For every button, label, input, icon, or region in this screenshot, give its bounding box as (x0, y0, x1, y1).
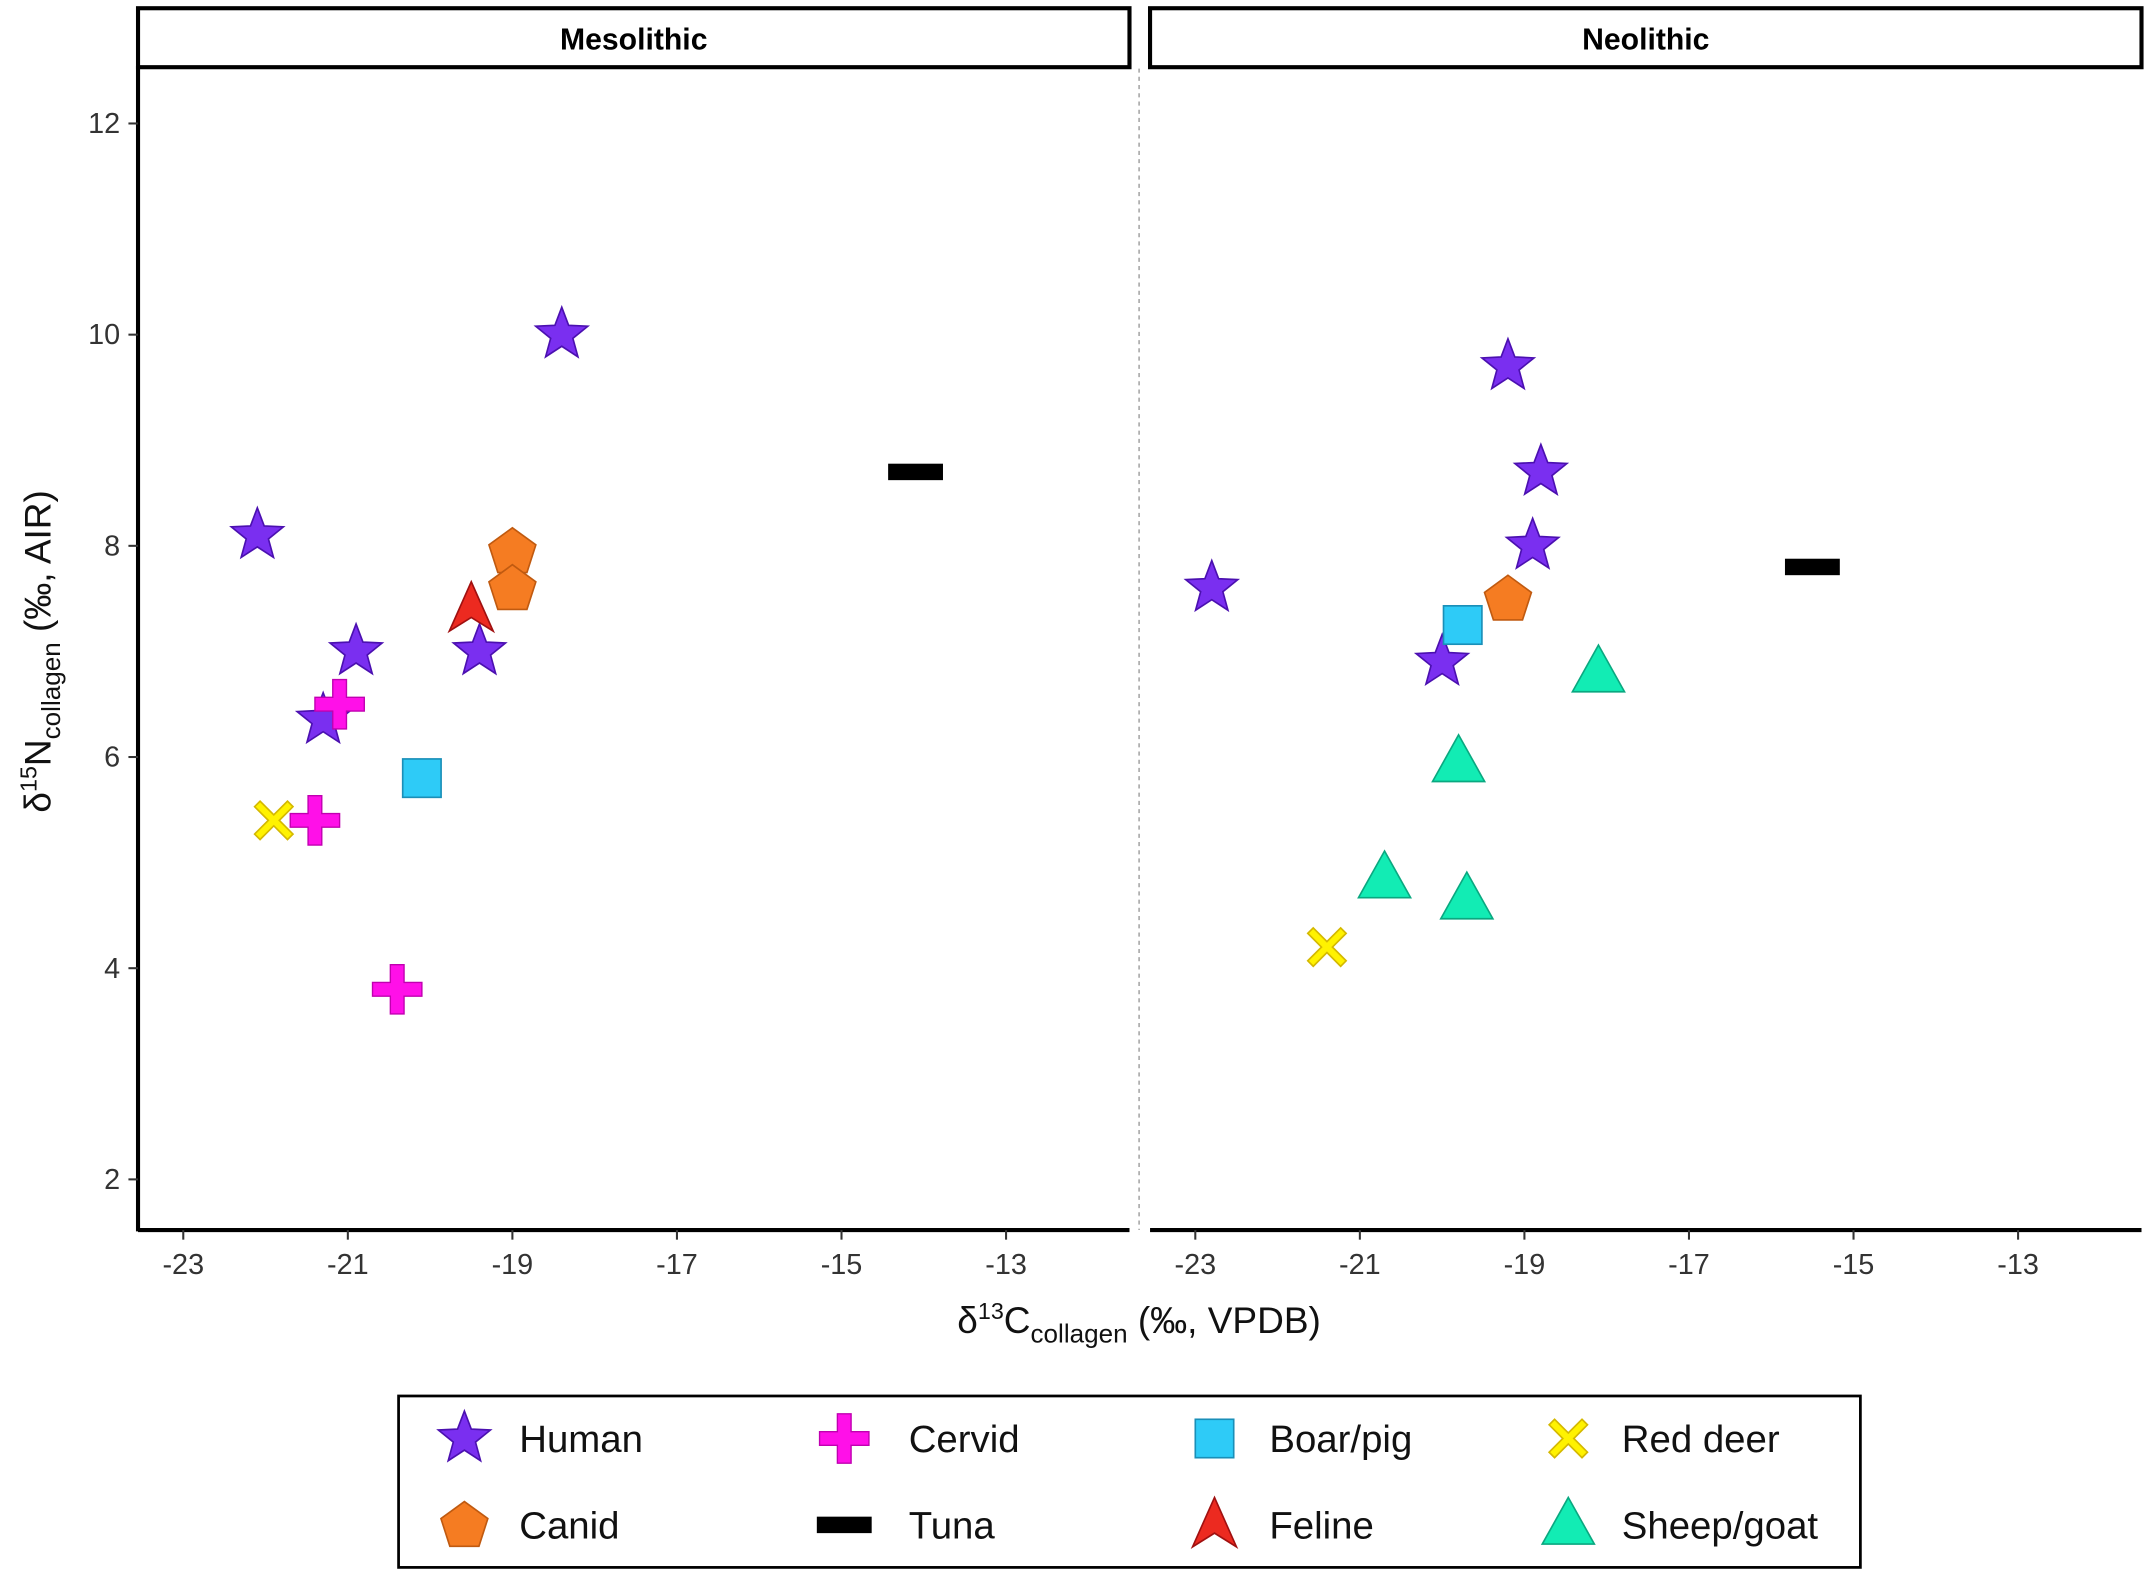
point-cervid (371, 963, 423, 1015)
legend-item-canid: Canid (439, 1500, 620, 1548)
x-tick-label: -15 (821, 1249, 863, 1281)
y-axis-title-prefix: δ (16, 792, 58, 813)
point-tuna (888, 463, 943, 481)
legend-label: Red deer (1622, 1418, 1780, 1461)
point-sheep-goat (1571, 643, 1626, 693)
arrow-icon (1190, 1495, 1239, 1549)
panel-neolithic: Neolithic -23 -21 -19 -17 -15 -13 (1147, 6, 2144, 1281)
x-tick-label: -19 (1504, 1249, 1546, 1281)
y-tick-label: 6 (104, 742, 120, 774)
triangle-icon (1540, 1495, 1596, 1545)
point-human (1504, 516, 1561, 570)
facet-title: Neolithic (1582, 23, 1709, 56)
square-icon (1194, 1418, 1235, 1459)
point-cervid (314, 678, 365, 730)
point-sheep-goat (1431, 733, 1487, 783)
point-boar-pig (401, 758, 442, 799)
legend: Human Cervid Boar/pig Red deer Canid Tuna Feli… (397, 1394, 1862, 1569)
x-tick-label: -17 (656, 1249, 698, 1281)
legend-label: Tuna (909, 1505, 996, 1548)
point-red-deer (1306, 926, 1348, 968)
x-tick-label: -21 (327, 1249, 369, 1281)
legend-item-tuna: Tuna (816, 1505, 996, 1548)
x-tick-label: -15 (1833, 1249, 1875, 1281)
point-human (1413, 632, 1471, 687)
cross-icon (1547, 1418, 1589, 1459)
legend-label: Human (519, 1418, 643, 1461)
point-human (451, 621, 508, 676)
point-human (327, 621, 385, 676)
point-sheep-goat (1357, 849, 1413, 899)
x-tick-label: -13 (985, 1249, 1027, 1281)
y-tick-label: 10 (88, 319, 120, 351)
legend-item-boar-pig: Boar/pig (1194, 1418, 1412, 1461)
point-cervid (289, 794, 341, 846)
y-axis-title: δ15Ncollagen (‰, AIR) (16, 490, 66, 812)
legend-item-human: Human (436, 1408, 643, 1463)
y-tick-label: 4 (104, 953, 120, 985)
point-tuna (1784, 558, 1840, 576)
star-icon (436, 1408, 493, 1463)
legend-item-cervid: Cervid (818, 1413, 1020, 1464)
legend-label: Canid (519, 1505, 619, 1548)
legend-item-red-deer: Red deer (1547, 1418, 1780, 1461)
x-tick-label: -21 (1339, 1249, 1381, 1281)
point-feline (447, 579, 496, 634)
point-human (1183, 558, 1241, 613)
point-canid (1483, 574, 1533, 621)
point-human (1479, 336, 1537, 391)
facet-title: Mesolithic (560, 23, 707, 56)
x-tick-label: -13 (1997, 1249, 2039, 1281)
y-axis-title-sup: 15 (16, 766, 42, 792)
point-human (533, 304, 591, 359)
y-axis-title-suffix: (‰, AIR) (16, 490, 58, 642)
x-axis-title-suffix: (‰, VPDB) (1128, 1299, 1321, 1341)
legend-label: Feline (1269, 1505, 1374, 1548)
y-axis-title-main: N (16, 739, 58, 766)
x-tick-label: -19 (492, 1249, 534, 1281)
x-axis-title: δ13Ccollagen (‰, VPDB) (957, 1298, 1321, 1348)
legend-label: Sheep/goat (1622, 1505, 1819, 1548)
x-axis-title-sub: collagen (1031, 1319, 1128, 1349)
y-tick-label: 8 (104, 530, 120, 562)
plus-icon (818, 1413, 870, 1464)
x-axis-title-sup: 13 (978, 1298, 1004, 1324)
point-human (1512, 442, 1570, 496)
point-sheep-goat (1439, 870, 1495, 920)
point-boar-pig (1442, 605, 1483, 646)
facet-strip (1147, 6, 2144, 70)
panel-mesolithic: Mesolithic -23 -21 -19 -17 -15 -13 2 4 6 8 10 12 (88, 6, 1132, 1281)
y-tick-label: 2 (104, 1164, 120, 1196)
legend-label: Cervid (909, 1418, 1020, 1461)
legend-item-feline: Feline (1190, 1495, 1374, 1549)
x-tick-label: -23 (162, 1249, 204, 1281)
pentagon-icon (439, 1500, 489, 1548)
facet-strip (135, 6, 1132, 70)
y-tick-label: 12 (88, 108, 120, 140)
legend-label: Boar/pig (1269, 1418, 1412, 1461)
x-tick-label: -23 (1174, 1249, 1216, 1281)
point-human (229, 505, 286, 560)
x-axis-title-prefix: δ (957, 1299, 978, 1341)
point-canid (487, 563, 537, 611)
legend-item-sheep-goat: Sheep/goat (1540, 1495, 1819, 1548)
x-tick-label: -17 (1668, 1249, 1710, 1281)
x-axis-title-main: C (1004, 1299, 1031, 1341)
point-red-deer (253, 800, 295, 841)
y-axis-title-sub: collagen (36, 642, 66, 739)
bar-icon (816, 1516, 872, 1534)
